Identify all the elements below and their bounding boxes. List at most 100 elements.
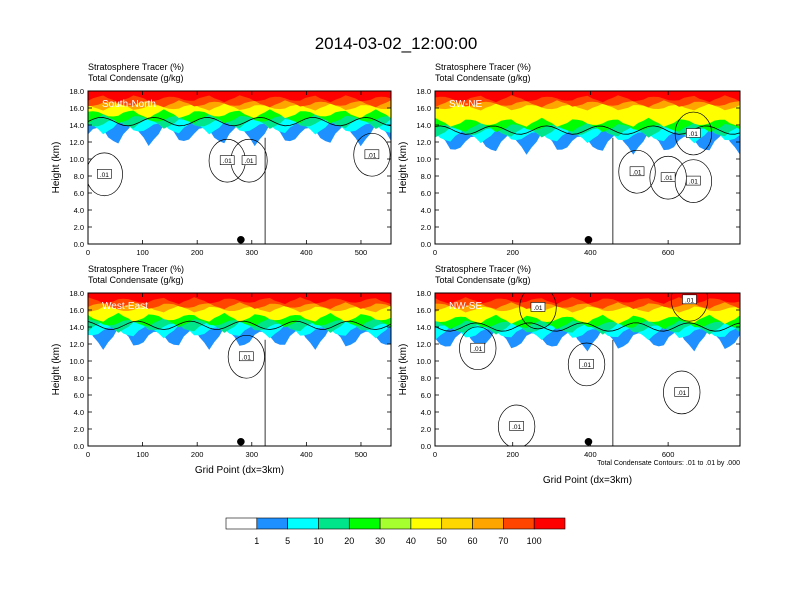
x-axis-label: Grid Point (dx=3km): [195, 465, 284, 476]
contour-label-box: [686, 128, 701, 138]
contour-ring: [618, 149, 656, 194]
tracer-band-8: [88, 91, 391, 103]
tropopause-line: [435, 322, 740, 332]
contour-footnote: Total Condensate Contours: .01 to .01 by…: [597, 460, 740, 467]
location-dot: [237, 235, 245, 244]
colorbar-box: [533, 517, 566, 530]
contour-label: .01: [689, 131, 698, 138]
panels: Stratosphere Tracer (%)Total Condensate …: [51, 62, 741, 486]
colorbar-label: 70: [498, 536, 508, 546]
colorbar-label: 10: [313, 536, 323, 546]
y-tick-label: 2.0: [74, 425, 84, 434]
subtitle-condensate: Total Condensate (g/kg): [88, 73, 184, 83]
contour-label-box: [660, 172, 676, 182]
tracer-field: .01 .01 .01 .01: [88, 91, 391, 244]
y-tick-label: 18.0: [69, 87, 84, 96]
y-axis-label: Height (km): [51, 142, 62, 194]
colorbar-box: [287, 517, 319, 530]
tracer-band-8: [435, 91, 740, 103]
colorbar-label: 40: [406, 536, 416, 546]
contour-label-box: [629, 166, 645, 177]
contour-label-box: [530, 302, 546, 312]
colorbar-box: [441, 517, 473, 530]
main-title: 2014-03-02_12:00:00: [315, 34, 478, 53]
contour-label: .01: [533, 305, 542, 312]
cross-section-label: SW-NE: [449, 99, 482, 110]
y-tick-label: 4.0: [74, 206, 84, 215]
y-tick-label: 14.0: [416, 323, 431, 332]
contour-ring: [459, 326, 497, 371]
x-tick-label: 400: [584, 248, 597, 257]
y-tick-label: 18.0: [69, 289, 84, 298]
y-tick-label: 12.0: [416, 340, 431, 349]
cross-section-label: West-East: [102, 301, 148, 312]
x-tick-label: 400: [300, 450, 313, 459]
y-tick-label: 10.0: [416, 155, 431, 164]
contour-label-box: [364, 149, 380, 160]
contour-label: .01: [664, 175, 673, 182]
y-tick-label: 8.0: [421, 374, 431, 383]
x-tick-label: 100: [136, 248, 149, 257]
y-tick-label: 6.0: [421, 189, 431, 198]
y-tick-label: 12.0: [69, 138, 84, 147]
contour-label-box: [219, 155, 235, 165]
x-tick-label: 0: [86, 450, 90, 459]
contour-label: .01: [633, 169, 642, 176]
location-dot: [237, 437, 245, 446]
subtitle-tracer: Stratosphere Tracer (%): [435, 264, 531, 274]
plot-frame: [87, 90, 392, 245]
contour-ring: [88, 152, 123, 197]
x-tick-label: 600: [662, 248, 675, 257]
colorbar-box: [225, 517, 258, 530]
y-tick-label: 0.0: [421, 442, 431, 451]
colorbar-box: [503, 517, 535, 530]
contour-label: .01: [245, 158, 254, 165]
y-tick-label: 4.0: [421, 408, 431, 417]
contour-label: .01: [242, 354, 251, 361]
colorbar-box: [256, 517, 288, 530]
subtitle-condensate: Total Condensate (g/kg): [435, 275, 531, 285]
tracer-field: .01 .01 .01 .01 .01 .01: [435, 293, 740, 446]
contour-label-box: [686, 175, 701, 186]
contour-label-box: [241, 155, 257, 165]
contour-label: .01: [512, 424, 521, 431]
y-tick-label: 16.0: [416, 306, 431, 315]
y-tick-label: 6.0: [74, 391, 84, 400]
colorbar-box: [348, 517, 381, 530]
y-tick-label: 10.0: [69, 155, 84, 164]
contour-label: .01: [677, 390, 686, 397]
subtitle-tracer: Stratosphere Tracer (%): [88, 264, 184, 274]
contour-ring: [670, 293, 709, 322]
contour-label: .01: [223, 158, 232, 165]
contour-label: .01: [685, 297, 694, 304]
x-tick-label: 0: [433, 450, 437, 459]
x-axis-label: Grid Point (dx=3km): [543, 475, 632, 486]
x-tick-label: 0: [433, 248, 437, 257]
y-tick-label: 14.0: [69, 323, 84, 332]
subtitle-condensate: Total Condensate (g/kg): [435, 73, 531, 83]
condensate-contours: [227, 334, 266, 446]
x-tick-label: 200: [191, 450, 204, 459]
subtitle-tracer: Stratosphere Tracer (%): [435, 62, 531, 72]
y-tick-label: 0.0: [74, 240, 84, 249]
x-tick-label: 400: [300, 248, 313, 257]
y-tick-label: 12.0: [416, 138, 431, 147]
colorbar-box: [472, 517, 504, 530]
y-tick-label: 10.0: [416, 357, 431, 366]
x-tick-label: 200: [506, 450, 519, 459]
y-tick-label: 0.0: [421, 240, 431, 249]
plot-frame: [87, 292, 392, 447]
contour-label: .01: [582, 362, 591, 369]
colorbar-label: 20: [344, 536, 354, 546]
contour-ring: [353, 132, 391, 177]
tracer-band-8: [435, 293, 740, 304]
contour-label-box: [509, 421, 524, 431]
contour-label: .01: [100, 172, 109, 179]
y-tick-label: 12.0: [69, 340, 84, 349]
y-axis-label: Height (km): [51, 344, 62, 396]
colorbar: 1 5 10 20 30 40 50 60 70 100: [225, 517, 566, 546]
colorbar-label: 60: [468, 536, 478, 546]
contour-label: .01: [473, 346, 482, 353]
y-axis-label: Height (km): [398, 142, 409, 194]
